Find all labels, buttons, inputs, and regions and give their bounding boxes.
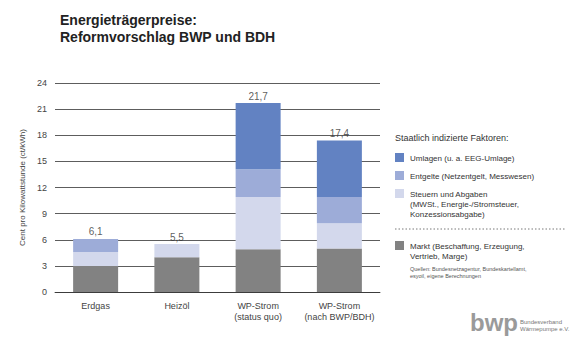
svg-text:Energieträgerpreise:: Energieträgerpreise: — [60, 12, 197, 28]
svg-text:15: 15 — [37, 156, 47, 166]
svg-text:bwp: bwp — [470, 309, 518, 336]
svg-text:12: 12 — [37, 183, 47, 193]
svg-text:3: 3 — [42, 261, 47, 271]
svg-text:6,1: 6,1 — [89, 226, 103, 237]
svg-text:21: 21 — [37, 104, 47, 114]
svg-text:(status quo): (status quo) — [234, 312, 282, 322]
svg-text:Wärmepumpe e.V.: Wärmepumpe e.V. — [520, 326, 570, 332]
svg-text:0: 0 — [42, 287, 47, 297]
svg-text:Staatlich indizierte Faktoren:: Staatlich indizierte Faktoren: — [395, 133, 509, 143]
svg-text:Quellen: Bundesnetzagentur, Bu: Quellen: Bundesnetzagentur, Bundeskartel… — [410, 266, 527, 272]
svg-text:WP-Strom: WP-Strom — [319, 301, 361, 311]
svg-text:6: 6 — [42, 235, 47, 245]
svg-text:18: 18 — [37, 130, 47, 140]
svg-text:5,5: 5,5 — [170, 232, 184, 243]
svg-text:Bundesverband: Bundesverband — [520, 319, 562, 325]
svg-text:Umlagen (u. a. EEG-Umlage): Umlagen (u. a. EEG-Umlage) — [410, 154, 515, 163]
svg-text:Steuern und Abgaben: Steuern und Abgaben — [410, 190, 487, 199]
svg-text:Cent pro Kilowattstunde (ct/kW: Cent pro Kilowattstunde (ct/kWh) — [18, 129, 27, 246]
svg-text:esyoil, eigene Berechnungen: esyoil, eigene Berechnungen — [410, 273, 481, 279]
svg-text:24: 24 — [37, 78, 47, 88]
svg-text:(MWSt., Energie-/Stromsteuer,: (MWSt., Energie-/Stromsteuer, — [410, 200, 519, 209]
svg-text:WP-Strom: WP-Strom — [237, 301, 279, 311]
svg-text:Entgelte (Netzentgelt, Messwes: Entgelte (Netzentgelt, Messwesen) — [410, 172, 534, 181]
svg-text:Reformvorschlag BWP und BDH: Reformvorschlag BWP und BDH — [60, 29, 275, 45]
svg-text:Konzessionsabgabe): Konzessionsabgabe) — [410, 210, 485, 219]
svg-text:Markt (Beschaffung, Erzeugung,: Markt (Beschaffung, Erzeugung, — [410, 242, 525, 251]
svg-text:17,4: 17,4 — [330, 128, 350, 139]
svg-text:9: 9 — [42, 209, 47, 219]
svg-text:Vertrieb, Marge): Vertrieb, Marge) — [410, 252, 468, 261]
svg-text:Heizöl: Heizöl — [164, 301, 189, 311]
svg-text:(nach BWP/BDH): (nach BWP/BDH) — [304, 312, 374, 322]
svg-text:21,7: 21,7 — [248, 91, 268, 102]
svg-text:Erdgas: Erdgas — [81, 301, 110, 311]
